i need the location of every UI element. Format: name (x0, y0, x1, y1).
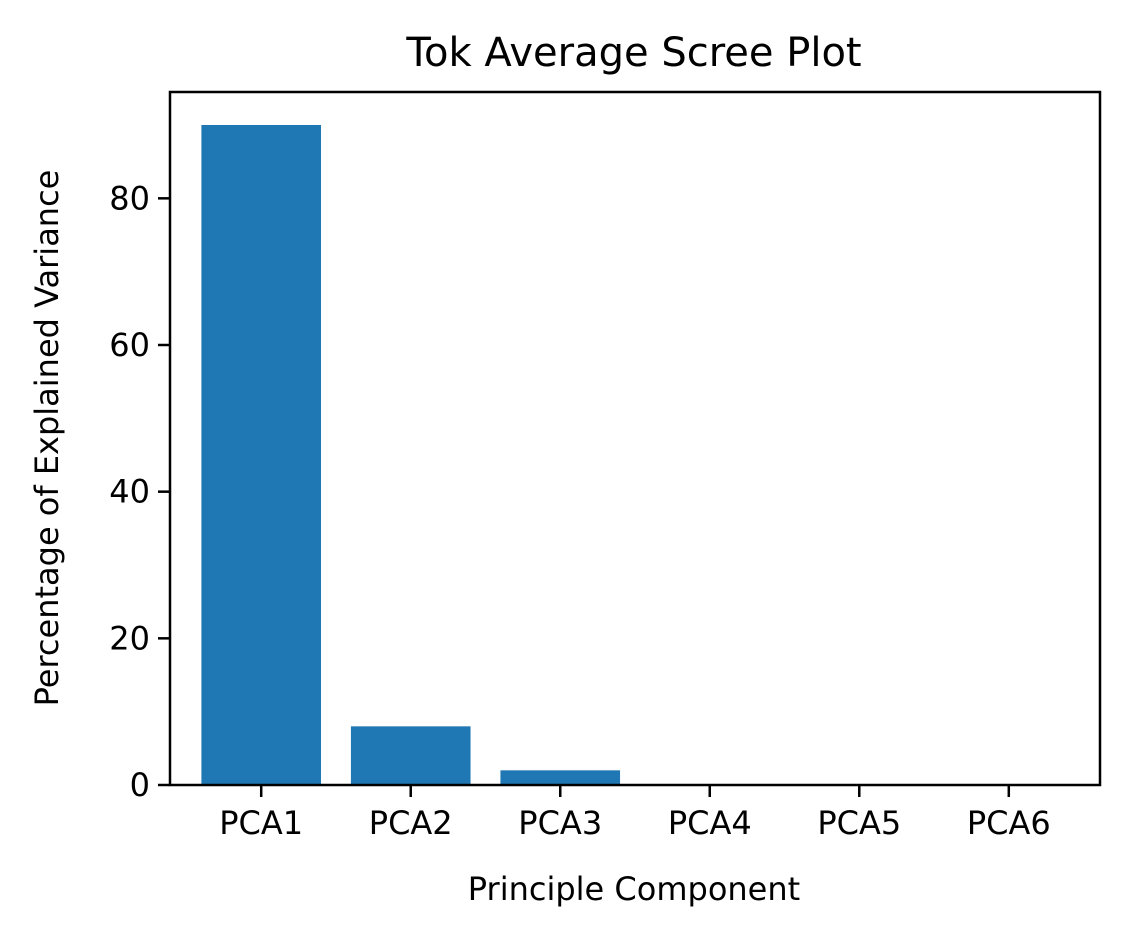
plot-frame (168, 90, 1102, 787)
x-axis-label: Principle Component (468, 870, 800, 908)
x-tick-label: PCA1 (219, 804, 303, 842)
x-tick-label: PCA5 (817, 804, 901, 842)
y-tick-label: 0 (130, 766, 150, 804)
x-axis-ticks: PCA1 PCA2 PCA3 PCA4 PCA5 PCA6 (219, 785, 1051, 842)
y-axis-ticks: 0 20 40 60 80 (109, 179, 170, 804)
y-tick-label: 80 (109, 179, 150, 217)
y-tick-label: 40 (109, 473, 150, 511)
bar-pca1 (201, 125, 322, 785)
bar-pca2 (350, 726, 471, 785)
bar-pca3 (500, 770, 621, 785)
chart-title: Tok Average Scree Plot (405, 30, 861, 76)
x-tick-label: PCA3 (518, 804, 602, 842)
bars-group (201, 125, 621, 785)
y-tick-label: 20 (109, 619, 150, 657)
x-tick-label: PCA2 (369, 804, 453, 842)
x-tick-label: PCA6 (967, 804, 1051, 842)
y-tick-label: 60 (109, 326, 150, 364)
y-axis-label: Percentage of Explained Variance (28, 170, 66, 707)
x-tick-label: PCA4 (668, 804, 752, 842)
